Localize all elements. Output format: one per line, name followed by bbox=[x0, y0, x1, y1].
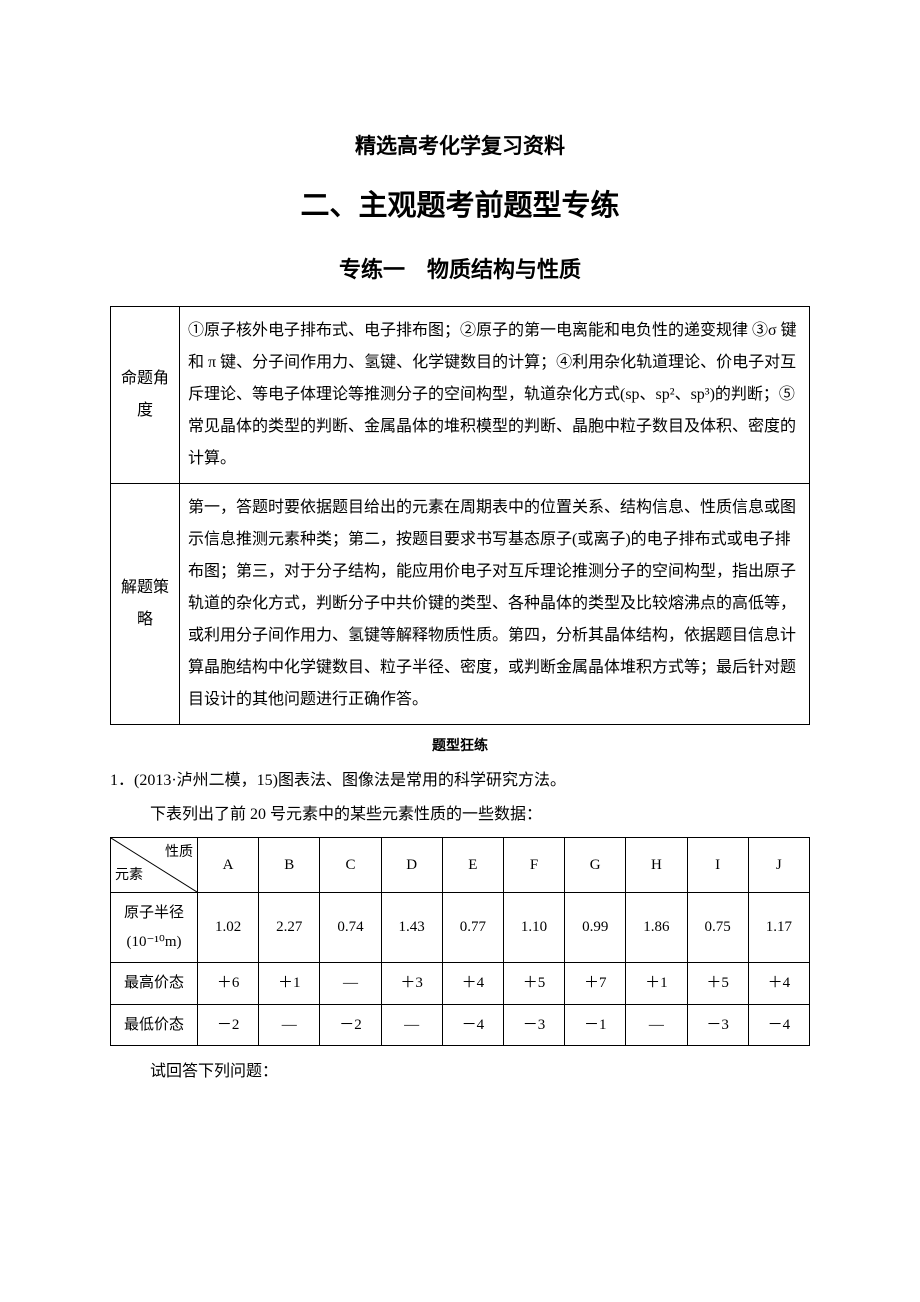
page: 精选高考化学复习资料 二、主观题考前题型专练 专练一 物质结构与性质 命题角度 … bbox=[0, 0, 920, 1302]
cell: －4 bbox=[748, 1004, 809, 1046]
cell: －3 bbox=[687, 1004, 748, 1046]
question-source: (2013·泸州二模，15) bbox=[134, 772, 278, 789]
section-label: 题型狂练 bbox=[110, 735, 810, 755]
row-header: 原子半径(10⁻¹⁰m) bbox=[111, 893, 198, 963]
cell: ＋4 bbox=[748, 963, 809, 1005]
row-content: ①原子核外电子排布式、电子排布图；②原子的第一电离能和电负性的递变规律 ③σ 键… bbox=[180, 307, 810, 484]
table-row: 命题角度 ①原子核外电子排布式、电子排布图；②原子的第一电离能和电负性的递变规律… bbox=[111, 307, 810, 484]
cell: 0.99 bbox=[565, 893, 626, 963]
col-header: I bbox=[687, 838, 748, 893]
col-header: D bbox=[381, 838, 442, 893]
question-stem: 1．(2013·泸州二模，15)图表法、图像法是常用的科学研究方法。 bbox=[110, 765, 810, 797]
question-stem-text: 图表法、图像法是常用的科学研究方法。 bbox=[278, 772, 566, 789]
cell: — bbox=[259, 1004, 320, 1046]
diagonal-header-cell: 性质 元素 bbox=[111, 838, 198, 893]
table-row: 解题策略 第一，答题时要依据题目给出的元素在周期表中的位置关系、结构信息、性质信… bbox=[111, 484, 810, 725]
cell: — bbox=[320, 963, 381, 1005]
cell: ＋7 bbox=[565, 963, 626, 1005]
pretitle: 精选高考化学复习资料 bbox=[110, 130, 810, 160]
cell: — bbox=[381, 1004, 442, 1046]
cell: ＋4 bbox=[442, 963, 503, 1005]
strategy-table: 命题角度 ①原子核外电子排布式、电子排布图；②原子的第一电离能和电负性的递变规律… bbox=[110, 306, 810, 725]
table-header-row: 性质 元素 A B C D E F G H I J bbox=[111, 838, 810, 893]
question-lead: 下表列出了前 20 号元素中的某些元素性质的一些数据： bbox=[110, 799, 810, 831]
cell: 0.75 bbox=[687, 893, 748, 963]
col-header: H bbox=[626, 838, 687, 893]
cell: －3 bbox=[503, 1004, 564, 1046]
cell: －2 bbox=[198, 1004, 259, 1046]
cell: －4 bbox=[442, 1004, 503, 1046]
cell: ＋6 bbox=[198, 963, 259, 1005]
col-header: G bbox=[565, 838, 626, 893]
cell: ＋5 bbox=[687, 963, 748, 1005]
cell: 1.43 bbox=[381, 893, 442, 963]
col-header: C bbox=[320, 838, 381, 893]
row-content: 第一，答题时要依据题目给出的元素在周期表中的位置关系、结构信息、性质信息或图示信… bbox=[180, 484, 810, 725]
cell: 2.27 bbox=[259, 893, 320, 963]
cell: ＋3 bbox=[381, 963, 442, 1005]
col-header: B bbox=[259, 838, 320, 893]
question-after-table: 试回答下列问题： bbox=[110, 1056, 810, 1088]
col-header: F bbox=[503, 838, 564, 893]
cell: 0.77 bbox=[442, 893, 503, 963]
row-header: 最高价态 bbox=[111, 963, 198, 1005]
table-row: 最低价态 －2 — －2 — －4 －3 －1 — －3 －4 bbox=[111, 1004, 810, 1046]
cell: 1.17 bbox=[748, 893, 809, 963]
row-label: 解题策略 bbox=[111, 484, 180, 725]
col-header: A bbox=[198, 838, 259, 893]
row-header: 最低价态 bbox=[111, 1004, 198, 1046]
cell: －1 bbox=[565, 1004, 626, 1046]
cell: 0.74 bbox=[320, 893, 381, 963]
diag-bot-label: 元素 bbox=[115, 863, 143, 890]
question-number: 1． bbox=[110, 772, 134, 789]
cell: －2 bbox=[320, 1004, 381, 1046]
cell: 1.86 bbox=[626, 893, 687, 963]
col-header: J bbox=[748, 838, 809, 893]
main-title: 二、主观题考前题型专练 bbox=[110, 182, 810, 224]
table-row: 原子半径(10⁻¹⁰m) 1.02 2.27 0.74 1.43 0.77 1.… bbox=[111, 893, 810, 963]
cell: — bbox=[626, 1004, 687, 1046]
subtitle: 专练一 物质结构与性质 bbox=[110, 252, 810, 284]
table-row: 最高价态 ＋6 ＋1 — ＋3 ＋4 ＋5 ＋7 ＋1 ＋5 ＋4 bbox=[111, 963, 810, 1005]
cell: 1.10 bbox=[503, 893, 564, 963]
cell: ＋1 bbox=[259, 963, 320, 1005]
col-header: E bbox=[442, 838, 503, 893]
cell: ＋1 bbox=[626, 963, 687, 1005]
diag-top-label: 性质 bbox=[165, 840, 193, 867]
data-table: 性质 元素 A B C D E F G H I J 原子半径(10⁻¹⁰m) 1… bbox=[110, 837, 810, 1046]
row-label: 命题角度 bbox=[111, 307, 180, 484]
cell: ＋5 bbox=[503, 963, 564, 1005]
cell: 1.02 bbox=[198, 893, 259, 963]
